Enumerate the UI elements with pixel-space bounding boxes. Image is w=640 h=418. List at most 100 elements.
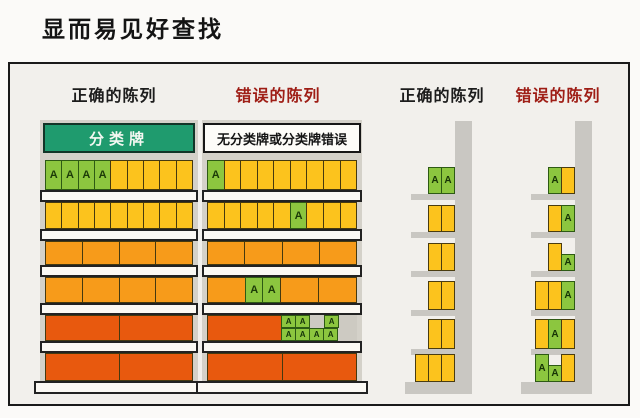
product-box (45, 277, 83, 303)
product-box (45, 315, 120, 341)
shelf-row (40, 277, 198, 303)
shelf-divider (40, 229, 198, 241)
product-a-mini-box: A (281, 315, 297, 328)
hook-level: A (548, 205, 575, 232)
hook-level: A (548, 243, 575, 271)
hook-product-box (428, 354, 442, 382)
product-box (207, 241, 246, 265)
column-header-wrong-hooks: 错误的陈列 (515, 88, 601, 105)
product-box (207, 277, 247, 303)
hook-product-box (428, 205, 442, 232)
shelf-row (40, 353, 198, 381)
shelf-divider (40, 265, 198, 277)
shelf-divider (202, 190, 362, 202)
shelf-divider (202, 265, 362, 277)
product-box (142, 160, 161, 190)
product-box (155, 277, 193, 303)
hook-level (428, 205, 455, 232)
pole-arm (411, 232, 455, 238)
product-box (175, 160, 193, 190)
product-box (93, 202, 112, 229)
pole-base (405, 382, 472, 394)
hook-product-box (441, 319, 455, 349)
product-a-box: A (289, 202, 308, 229)
shelf-row: A (202, 160, 362, 190)
product-box (45, 202, 63, 229)
pole-arm (531, 271, 575, 277)
product-box (289, 160, 308, 190)
product-box (110, 202, 128, 229)
product-box (223, 160, 242, 190)
hook-level: A (535, 281, 575, 310)
hook-product-box (428, 319, 442, 349)
hook-product-a-box: A (561, 254, 575, 271)
hook-product-box (561, 319, 575, 349)
product-a-mini-box: A (295, 315, 311, 328)
shelf-divider (40, 341, 198, 353)
product-box (159, 202, 177, 229)
hook-product-a-box: A (561, 281, 575, 310)
product-box (126, 160, 144, 190)
product-a-box: A (93, 160, 112, 190)
shelf-row (40, 315, 198, 341)
shelf-base (34, 381, 204, 394)
hook-level (428, 281, 455, 310)
hook-product-box (428, 243, 442, 271)
product-box (175, 202, 193, 229)
shelf-divider (202, 341, 362, 353)
product-box (126, 202, 144, 229)
category-sign-banner: 分类牌 (43, 123, 195, 153)
hook-product-box (441, 281, 455, 310)
hook-product-box (548, 281, 562, 310)
product-box (45, 241, 83, 265)
pole-arm (531, 349, 575, 355)
product-a-mini-box: A (323, 328, 339, 341)
hook-level (428, 319, 455, 349)
product-box (240, 160, 258, 190)
hook-product-box (428, 281, 442, 310)
product-box (118, 315, 193, 341)
product-box (256, 160, 275, 190)
shelf-divider (202, 229, 362, 241)
product-box (317, 277, 357, 303)
hook-product-a-box: A (428, 167, 442, 194)
hook-product-box (535, 319, 549, 349)
hook-product-box (415, 354, 429, 382)
product-box (110, 160, 128, 190)
product-box (142, 202, 161, 229)
product-box (322, 160, 341, 190)
hook-product-a-box: A (535, 354, 549, 382)
hook-product-a-box: A (548, 365, 562, 382)
product-box (339, 160, 358, 190)
product-box (81, 277, 120, 303)
product-a-box: A (262, 277, 281, 303)
hook-level (428, 243, 455, 271)
pole-arm (411, 271, 455, 277)
product-box (61, 202, 79, 229)
product-box (306, 202, 324, 229)
shelf-divider (202, 303, 362, 315)
shelf-divider (40, 190, 198, 202)
product-box (240, 202, 258, 229)
pole-bar (455, 121, 472, 394)
product-box (223, 202, 242, 229)
hook-product-a-box: A (548, 167, 562, 194)
product-box (339, 202, 358, 229)
product-box (159, 160, 177, 190)
product-box (273, 160, 291, 190)
pole-base (521, 382, 592, 394)
product-box (281, 241, 320, 265)
page-title: 显而易见好查找 (42, 16, 224, 42)
pole-bar (575, 121, 592, 394)
column-header-correct-shelf: 正确的陈列 (71, 88, 157, 105)
product-box (118, 353, 193, 381)
